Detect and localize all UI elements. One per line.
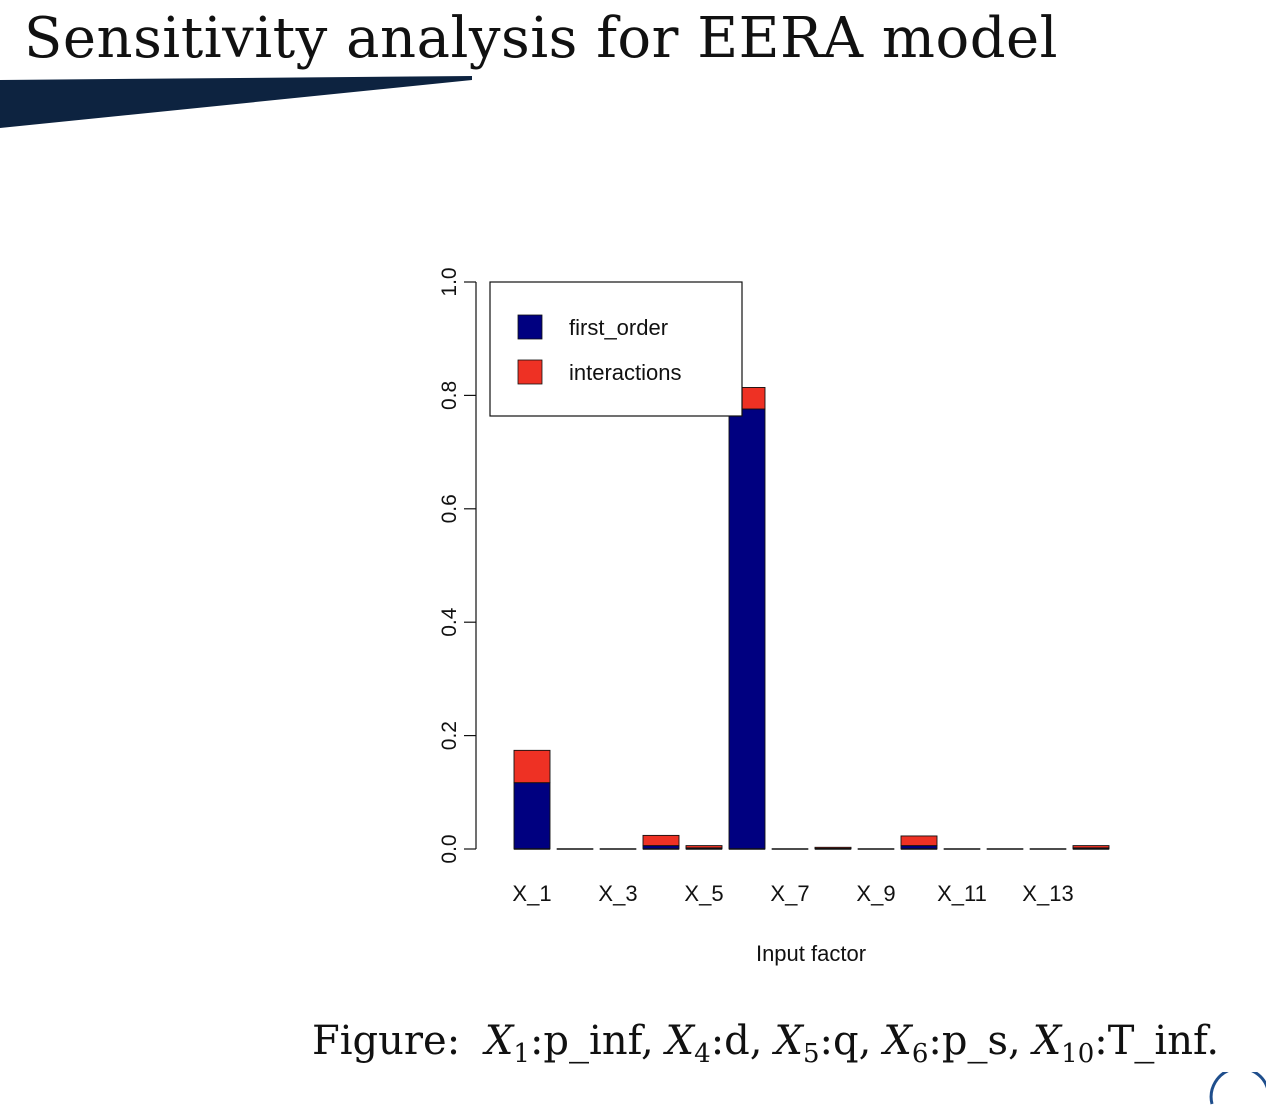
caption-item: X4:d, <box>666 1018 763 1064</box>
bars <box>514 387 1109 849</box>
caption-item: X5:q, <box>775 1018 872 1064</box>
x-axis-ticks: X_1 X_3 X_5 X_7 X_9 X_11 X_13 <box>512 881 1073 906</box>
y-axis: 0.0 0.2 0.4 0.6 0.8 1.0 <box>438 267 476 863</box>
legend-swatch-interactions <box>518 360 542 384</box>
x-tick-label: X_7 <box>770 881 809 906</box>
bar-interactions-x10 <box>901 836 937 846</box>
bar-first-order-x1 <box>514 783 550 849</box>
x-tick-label: X_1 <box>512 881 551 906</box>
bar-interactions-x5 <box>686 846 722 848</box>
legend-swatch-first-order <box>518 315 542 339</box>
y-tick-label: 0.2 <box>438 721 461 750</box>
bar-interactions-x1 <box>514 750 550 782</box>
x-tick-label: X_11 <box>937 881 987 906</box>
x-tick-label: X_13 <box>1022 881 1073 906</box>
x-tick-label: X_5 <box>684 881 723 906</box>
legend-label-first-order: first_order <box>569 315 668 340</box>
figure-caption: Figure: X1:p_inf, X4:d, X5:q,X6:p_s, X10:T_… <box>312 1018 1219 1069</box>
corner-logo-icon <box>1206 1072 1266 1112</box>
caption-item: X6:p_s, <box>883 1018 1020 1064</box>
caption-item: X10:T_inf. <box>1033 1018 1219 1064</box>
y-tick-label: 0.4 <box>438 607 461 637</box>
legend-box <box>490 282 742 416</box>
y-tick-label: 0.0 <box>438 834 461 863</box>
bar-interactions-x14 <box>1073 846 1109 848</box>
x-axis-label: Input factor <box>756 941 866 966</box>
caption-item: X1:p_inf, <box>485 1018 654 1064</box>
legend: first_order interactions <box>490 282 742 416</box>
bar-first-order-x6 <box>729 409 765 849</box>
y-tick-label: 1.0 <box>438 267 461 296</box>
y-tick-label: 0.6 <box>438 494 461 523</box>
x-tick-label: X_9 <box>856 881 895 906</box>
bar-interactions-x4 <box>643 835 679 845</box>
caption-items: X1:p_inf, X4:d, X5:q,X6:p_s, X10:T_inf. <box>473 1018 1219 1064</box>
caption-prefix: Figure: <box>312 1018 460 1064</box>
legend-label-interactions: interactions <box>569 360 682 385</box>
x-tick-label: X_3 <box>598 881 637 906</box>
bar-interactions-x8 <box>815 847 851 848</box>
y-tick-label: 0.8 <box>438 381 461 410</box>
